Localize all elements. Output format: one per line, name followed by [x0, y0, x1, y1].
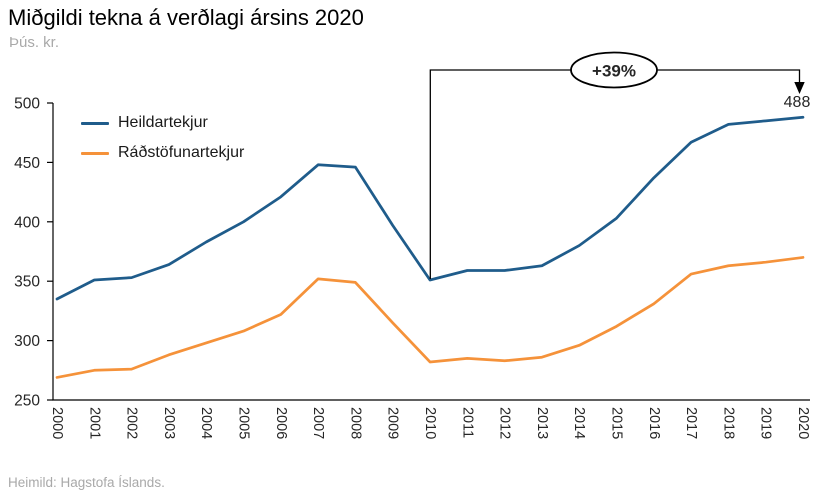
legend-item-heildartekjur: Heildartekjur — [81, 114, 244, 132]
x-axis-tick-label: 2008 — [347, 407, 363, 439]
y-axis-tick-label: 450 — [14, 155, 40, 172]
x-axis-tick-label: 2013 — [534, 407, 550, 439]
x-axis-tick-label: 2000 — [49, 407, 65, 439]
source-note: Heimild: Hagstofa Íslands. — [8, 475, 165, 490]
annotation-end-value: 488 — [784, 94, 811, 111]
y-axis-tick-label: 500 — [14, 96, 40, 113]
legend: Heildartekjur Ráðstöfunartekjur — [81, 114, 244, 162]
x-axis-tick-label: 2009 — [385, 407, 401, 439]
annotation-badge-ellipse — [570, 51, 658, 89]
chart-unit-label: Þús. kr. — [9, 34, 60, 51]
series-lines — [55, 115, 805, 379]
x-axis-tick-label: 2015 — [609, 407, 625, 439]
x-axis-tick-label: 2020 — [795, 407, 811, 439]
x-axis-tick-label: 2017 — [683, 407, 699, 439]
x-axis-tick-label: 2016 — [646, 407, 662, 439]
y-axis-tick-label: 350 — [14, 274, 40, 291]
x-axis-tick-label: 2010 — [422, 407, 438, 439]
annotation-arrowhead-icon — [794, 82, 805, 94]
legend-label: Heildartekjur — [118, 114, 208, 131]
x-axis-tick-label: 2011 — [459, 407, 475, 438]
series-line-0 — [55, 115, 805, 301]
x-axis-tick-label: 2007 — [310, 407, 326, 439]
x-axis-tick-label: 2012 — [497, 407, 513, 439]
annotation-bracket-line — [429, 69, 801, 279]
legend-line-swatch-blue — [81, 121, 109, 125]
legend-label: Ráðstöfunartekjur — [118, 144, 245, 161]
annotation-group: +39% 488 — [429, 51, 811, 279]
page-title: Miðgildi tekna á verðlagi ársins 2020 — [8, 5, 364, 30]
x-axis-tick-label: 2002 — [124, 407, 140, 439]
axes: 250 300 350 400 450 500 2000 2001 2002 2003 2004 20… — [14, 96, 811, 440]
x-axis-tick-label: 2018 — [720, 407, 736, 439]
x-axis-tick-label: 2004 — [198, 407, 214, 439]
y-axis-tick-label: 400 — [14, 214, 40, 231]
x-axis-tick-label: 2014 — [571, 407, 587, 439]
x-axis-tick-label: 2005 — [236, 407, 252, 439]
y-axis-tick-label: 250 — [14, 393, 40, 410]
x-axis-tick-label: 2003 — [161, 407, 177, 439]
legend-item-radstofunartekjur: Ráðstöfunartekjur — [81, 144, 244, 162]
y-axis-tick-label: 300 — [14, 333, 40, 350]
series-line-1 — [55, 256, 805, 379]
x-axis-tick-label: 2006 — [273, 407, 289, 439]
x-axis-tick-label: 2019 — [758, 407, 774, 439]
annotation-badge-text: +39% — [592, 62, 636, 81]
x-axis-tick-label: 2001 — [86, 407, 102, 439]
legend-line-swatch-orange — [81, 151, 109, 155]
